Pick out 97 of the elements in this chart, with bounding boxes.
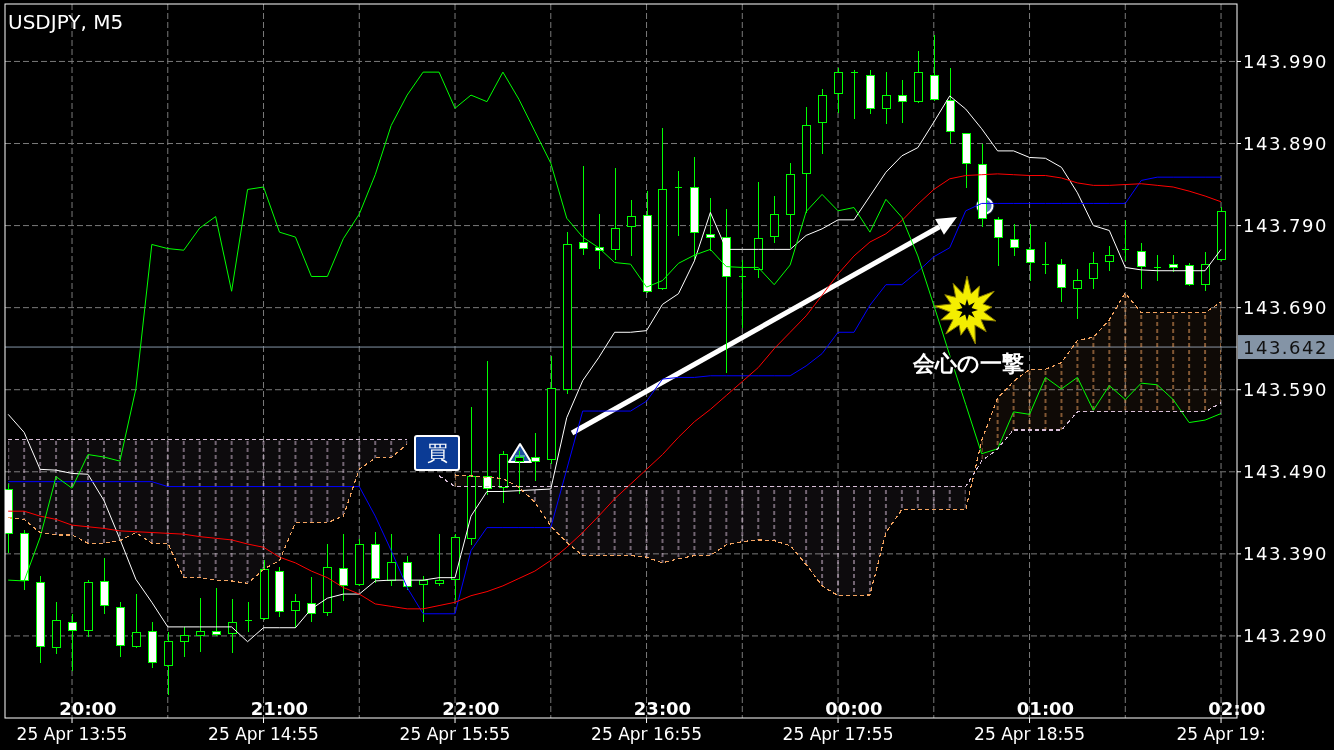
candlestick xyxy=(180,627,189,657)
candlestick xyxy=(212,587,221,637)
candlestick xyxy=(499,450,508,503)
x2-tick-label: 02:00 xyxy=(1208,697,1266,719)
candlestick xyxy=(419,576,428,623)
candlestick xyxy=(52,601,61,654)
candlestick xyxy=(1041,242,1050,274)
candlestick xyxy=(196,597,205,653)
candlestick xyxy=(435,534,444,586)
x-tick-label: 25 Apr 19: xyxy=(1176,724,1266,744)
y-tick-label: 143.990 xyxy=(1243,50,1328,72)
candlestick xyxy=(690,156,699,260)
candlestick xyxy=(1073,268,1082,319)
y-tick-label: 143.390 xyxy=(1243,543,1328,565)
x2-tick-label: 22:00 xyxy=(442,697,500,719)
candlestick xyxy=(978,143,987,227)
candlestick xyxy=(674,170,683,236)
candlestick xyxy=(291,594,300,629)
candlestick xyxy=(451,533,460,600)
y-tick-label: 143.790 xyxy=(1243,215,1328,237)
candlestick xyxy=(132,594,141,648)
candlestick xyxy=(1137,243,1146,290)
candlestick xyxy=(1057,258,1066,302)
candlestick xyxy=(1089,252,1098,290)
candlestick xyxy=(658,128,667,291)
annotation: 買 xyxy=(426,441,448,465)
candlestick xyxy=(595,214,604,269)
candlestick xyxy=(770,196,779,244)
candlestick xyxy=(627,200,636,256)
x-tick-label: 25 Apr 16:55 xyxy=(591,724,702,744)
candlestick xyxy=(579,166,588,255)
candlestick xyxy=(754,182,763,278)
candlestick xyxy=(706,198,715,251)
x2-tick-label: 21:00 xyxy=(250,697,309,719)
candlestick xyxy=(467,407,476,546)
candlestick xyxy=(116,601,125,657)
candlestick xyxy=(547,355,556,465)
candlestick xyxy=(387,534,396,587)
candlestick xyxy=(339,534,348,602)
candlestick xyxy=(307,577,316,622)
ref-line-label: 143.642 xyxy=(1243,336,1328,358)
candlestick xyxy=(834,68,843,113)
candlestick xyxy=(898,79,907,123)
y-tick-label: 143.290 xyxy=(1243,625,1328,647)
x-tick-label: 25 Apr 15:55 xyxy=(399,724,511,744)
candlestick xyxy=(930,34,939,102)
candlestick xyxy=(1105,245,1114,272)
y-tick-label: 143.690 xyxy=(1243,297,1328,319)
candlestick xyxy=(738,259,747,328)
candlestick xyxy=(1153,254,1162,282)
candlestick xyxy=(355,538,364,587)
candlestick xyxy=(244,601,253,632)
candlestick xyxy=(962,133,971,188)
x2-tick-label: 00:00 xyxy=(825,697,883,719)
candlestick xyxy=(403,555,412,590)
candlestick xyxy=(1217,207,1226,262)
candlestick xyxy=(323,544,332,616)
candlestick xyxy=(1185,262,1194,286)
candlestick xyxy=(260,559,269,621)
candlestick xyxy=(563,231,572,395)
candlestick xyxy=(914,51,923,103)
x-tick-label: 25 Apr 13:55 xyxy=(16,724,128,744)
candlestick xyxy=(722,209,731,373)
x-tick-label: 25 Apr 17:55 xyxy=(782,724,894,744)
candlestick xyxy=(802,106,811,213)
candlestick xyxy=(1121,220,1130,262)
candlestick xyxy=(531,432,540,481)
candlestick xyxy=(148,622,157,668)
candlestick xyxy=(1010,224,1019,256)
y-tick-label: 143.590 xyxy=(1243,379,1328,401)
candlestick xyxy=(164,632,173,695)
x-tick-label: 25 Apr 14:55 xyxy=(208,724,319,744)
candlestick xyxy=(1201,252,1210,291)
candlestick xyxy=(84,579,93,638)
candlestick xyxy=(483,360,492,496)
candlestick xyxy=(68,614,77,671)
x2-tick-label: 20:00 xyxy=(59,697,117,719)
candlestick xyxy=(275,567,284,617)
candlestick xyxy=(850,69,859,120)
candlestick xyxy=(818,88,827,154)
x-tick-label: 25 Apr 18:55 xyxy=(974,724,1085,744)
candlestick xyxy=(36,575,45,663)
candlestick xyxy=(1026,224,1035,282)
candlestick xyxy=(100,558,109,615)
x2-tick-label: 01:00 xyxy=(1016,697,1075,719)
candlestick xyxy=(866,69,875,115)
candlestick xyxy=(371,532,380,584)
candlestick xyxy=(994,216,1003,267)
y-tick-label: 143.490 xyxy=(1243,461,1328,483)
candlestick xyxy=(611,167,620,260)
y-tick-label: 143.890 xyxy=(1243,133,1328,155)
candlestick xyxy=(1169,254,1178,273)
candlestick xyxy=(786,162,795,249)
chart-title: USDJPY, M5 xyxy=(8,10,124,34)
candlestick xyxy=(643,190,652,293)
candlestick xyxy=(882,71,891,124)
x2-tick-label: 23:00 xyxy=(633,697,692,719)
